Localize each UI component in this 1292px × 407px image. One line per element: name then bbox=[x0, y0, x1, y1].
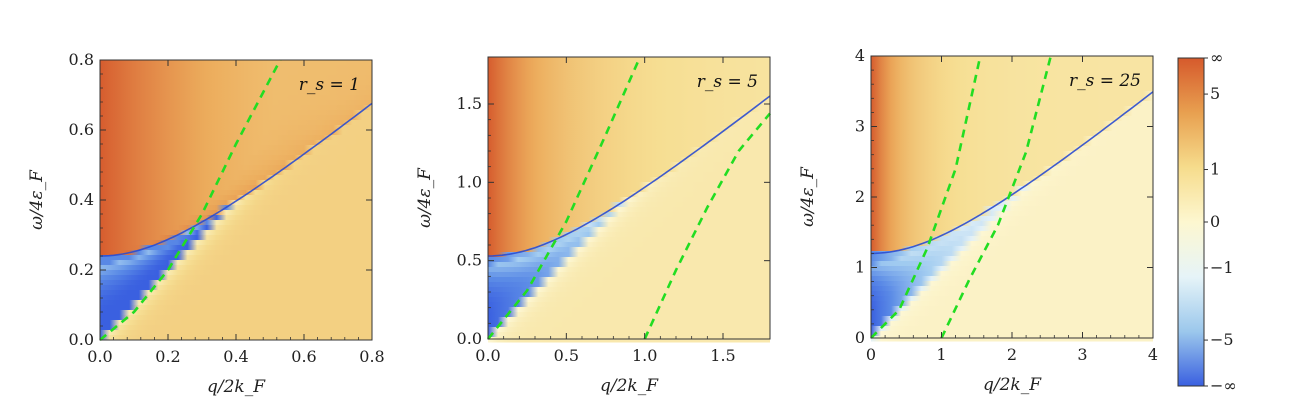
y-tick-label: 0.6 bbox=[69, 120, 94, 139]
colorbar-tick-label: −1 bbox=[1210, 258, 1234, 277]
panel-annotation-rs-1: r_s = 1 bbox=[299, 75, 360, 95]
x-tick-label: 0.6 bbox=[291, 347, 316, 366]
y-tick-label: 0.2 bbox=[69, 260, 94, 279]
heatmap-rs-1 bbox=[100, 60, 372, 341]
x-axis-label-rs-5: q/2k_F bbox=[600, 376, 659, 396]
panel-rs-25: 0 1 2 3 4 0 1 2 3 4 r_s = 25 q/2k_F ω/4ε_F bbox=[798, 46, 1158, 395]
x-tick-label: 0.8 bbox=[359, 347, 384, 366]
ticks-rs-25: 0 1 2 3 4 0 1 2 3 4 bbox=[855, 46, 1158, 364]
y-axis-label-rs-25: ω/4ε_F bbox=[798, 166, 818, 227]
x-tick-label: 0.5 bbox=[554, 346, 579, 365]
dashed-curve-1 bbox=[870, 55, 982, 339]
y-tick-label: 0.0 bbox=[457, 329, 482, 348]
y-tick-label: 0.4 bbox=[69, 190, 94, 209]
panel-annotation-rs-25: r_s = 25 bbox=[1069, 71, 1141, 91]
y-tick-label: 1.5 bbox=[457, 94, 482, 113]
dashed-curves-rs-5 bbox=[486, 56, 771, 340]
plasmon-line-rs-5 bbox=[487, 95, 771, 257]
colorbar: ∞ 5 1 0 −1 −5 −∞ bbox=[1177, 48, 1237, 395]
y-tick-label: 1.0 bbox=[457, 172, 482, 191]
x-tick-label: 0.0 bbox=[475, 346, 500, 365]
y-tick-label: 4 bbox=[855, 46, 865, 65]
x-tick-label: 2 bbox=[1007, 345, 1017, 364]
y-tick-label: 1 bbox=[855, 258, 865, 277]
ticks-rs-5: 0.0 0.5 1.0 1.5 0.0 0.5 1.0 1.5 bbox=[457, 57, 770, 365]
x-tick-label: 3 bbox=[1077, 345, 1087, 364]
colorbar-scale bbox=[1177, 57, 1205, 387]
panel-annotation-rs-5: r_s = 5 bbox=[697, 72, 758, 92]
dashed-curves-rs-25 bbox=[870, 55, 1053, 339]
x-tick-label: 4 bbox=[1148, 345, 1158, 364]
x-axis-label-rs-1: q/2k_F bbox=[207, 377, 266, 397]
y-tick-label: 0.8 bbox=[69, 50, 94, 69]
x-tick-label: 0.4 bbox=[223, 347, 248, 366]
x-tick-label: 0.0 bbox=[87, 347, 112, 366]
plasmon-line-rs-25 bbox=[870, 91, 1154, 255]
x-tick-label: 1.0 bbox=[632, 346, 657, 365]
dashed-curve-2 bbox=[940, 55, 1053, 339]
colorbar-tick-label: −5 bbox=[1210, 330, 1234, 349]
dashed-curve-1 bbox=[99, 59, 282, 342]
y-tick-label: 3 bbox=[855, 117, 865, 136]
panel-rs-5: 0.0 0.5 1.0 1.50.00.51.01.5 r_s = 5 q/2k_F … bbox=[415, 56, 771, 396]
x-tick-label: 0.2 bbox=[155, 347, 180, 366]
colorbar-tick-label: ∞ bbox=[1210, 48, 1223, 67]
colorbar-tick-label: 1 bbox=[1210, 160, 1220, 179]
panel-rs-1: 0.0 0.2 0.4 0.6 0.8 0.0 0.2 0.4 0.6 0.8 r_s = 1 q… bbox=[27, 50, 385, 397]
dashed-curves-rs-1 bbox=[99, 59, 282, 342]
y-tick-label: 0.0 bbox=[69, 330, 94, 349]
x-axis-label-rs-25: q/2k_F bbox=[983, 375, 1042, 395]
dashed-curve-1 bbox=[486, 56, 642, 340]
y-axis-label-rs-5: ω/4ε_F bbox=[415, 167, 435, 228]
x-tick-label: 0 bbox=[866, 345, 876, 364]
y-tick-label: 0.5 bbox=[457, 251, 482, 270]
y-tick-label: 2 bbox=[855, 187, 865, 206]
plasmon-line-rs-1 bbox=[99, 102, 373, 257]
plasmon-curve bbox=[99, 102, 373, 257]
y-tick-label: 0 bbox=[855, 328, 865, 347]
colorbar-tick-label: −∞ bbox=[1210, 376, 1237, 395]
heatmap-rs-5 bbox=[488, 57, 770, 343]
x-tick-label: 1 bbox=[936, 345, 946, 364]
colorbar-ticks: ∞ 5 1 0 −1 −5 −∞ bbox=[1204, 48, 1237, 395]
dashed-curve-2 bbox=[643, 112, 771, 340]
heatmap-rs-25 bbox=[871, 56, 1153, 342]
y-axis-label-rs-1: ω/4ε_F bbox=[27, 169, 47, 230]
plasmon-curve bbox=[870, 91, 1154, 255]
colorbar-tick-label: 5 bbox=[1210, 84, 1220, 103]
plasmon-curve bbox=[487, 95, 771, 257]
x-tick-label: 1.5 bbox=[710, 346, 735, 365]
ticks-rs-1: 0.0 0.2 0.4 0.6 0.8 0.0 0.2 0.4 0.6 0.8 bbox=[69, 50, 385, 366]
colorbar-tick-label: 0 bbox=[1210, 212, 1220, 231]
